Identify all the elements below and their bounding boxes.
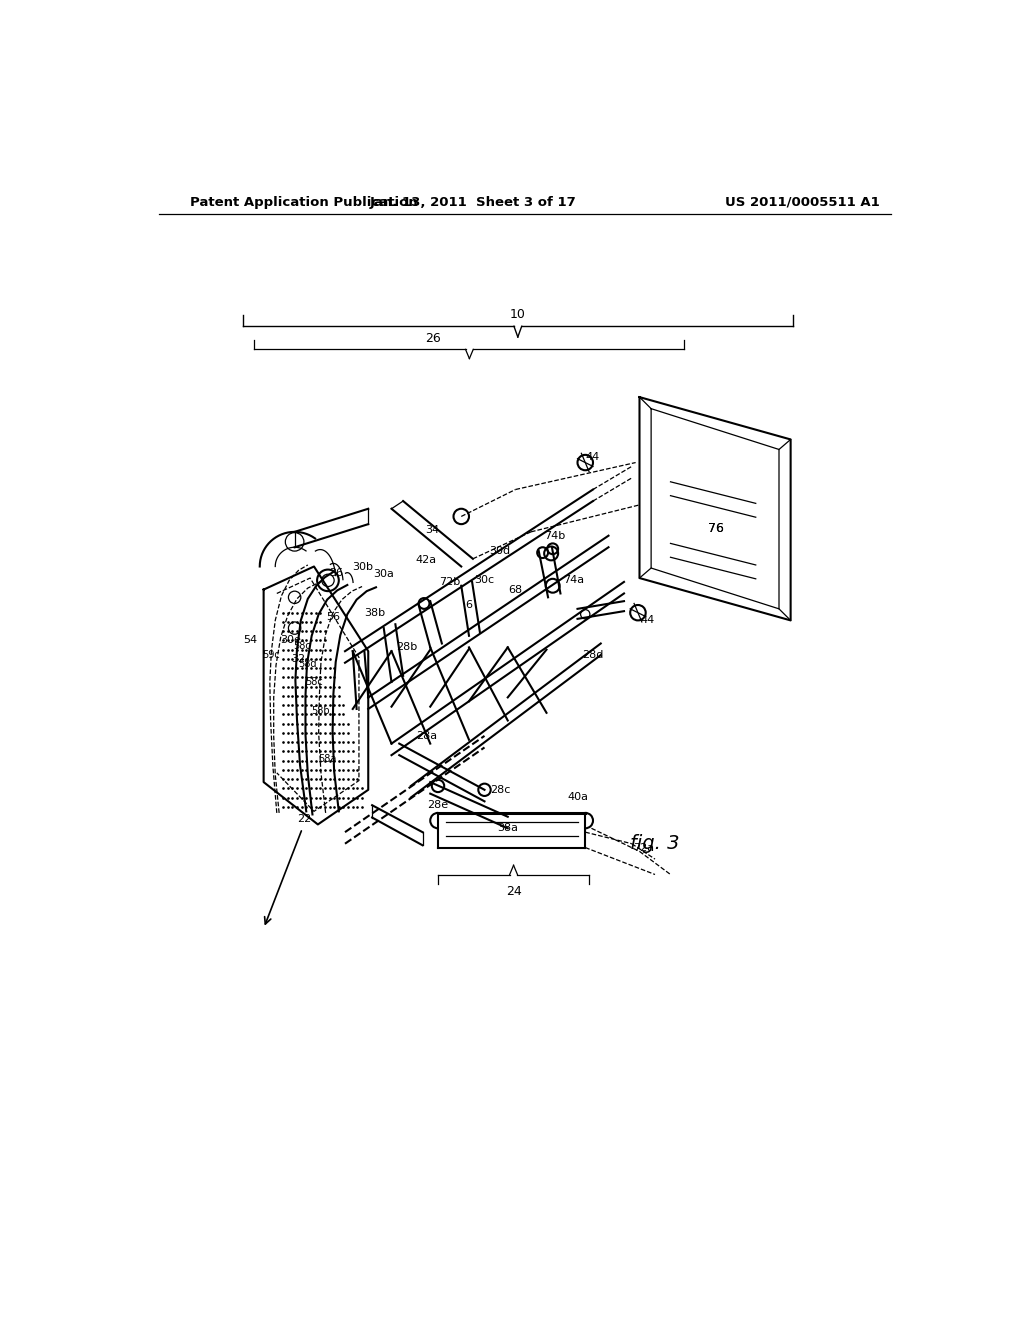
Text: 26: 26 xyxy=(425,333,440,345)
Text: 30a: 30a xyxy=(374,569,394,579)
Text: 30d: 30d xyxy=(489,546,511,556)
Text: 34: 34 xyxy=(425,524,439,535)
Text: 30e: 30e xyxy=(281,635,301,644)
Text: 28e: 28e xyxy=(427,800,449,810)
Text: fig. 3: fig. 3 xyxy=(630,834,680,853)
Text: 38a: 38a xyxy=(498,824,518,833)
Text: 76: 76 xyxy=(708,521,723,535)
Text: US 2011/0005511 A1: US 2011/0005511 A1 xyxy=(725,195,880,209)
Text: 30b: 30b xyxy=(352,561,374,572)
Text: 58a: 58a xyxy=(318,754,337,764)
Text: 32: 32 xyxy=(291,653,305,664)
Text: 30c: 30c xyxy=(474,576,495,585)
Text: 74b: 74b xyxy=(544,531,565,541)
Text: 58c: 58c xyxy=(305,677,323,686)
Text: 72b: 72b xyxy=(439,577,460,587)
Text: 74a: 74a xyxy=(563,576,584,585)
Text: 24: 24 xyxy=(506,884,521,898)
Text: 54: 54 xyxy=(244,635,257,644)
Text: 6: 6 xyxy=(466,601,472,610)
Text: 22: 22 xyxy=(298,814,312,824)
Text: 28c: 28c xyxy=(489,785,510,795)
Text: 56: 56 xyxy=(327,611,340,622)
Text: 40a: 40a xyxy=(567,792,588,803)
Text: 59c: 59c xyxy=(262,649,280,660)
Text: Patent Application Publication: Patent Application Publication xyxy=(190,195,418,209)
Text: 44: 44 xyxy=(640,615,654,626)
Text: 68: 68 xyxy=(509,585,522,594)
Text: 76: 76 xyxy=(708,521,723,535)
Text: 28a: 28a xyxy=(416,731,437,741)
Text: Jan. 13, 2011  Sheet 3 of 17: Jan. 13, 2011 Sheet 3 of 17 xyxy=(370,195,577,209)
Text: 72a: 72a xyxy=(633,842,654,853)
Text: 58b: 58b xyxy=(311,706,331,717)
Text: 38b: 38b xyxy=(364,607,385,618)
Text: 28b: 28b xyxy=(396,643,418,652)
Text: 10: 10 xyxy=(510,308,525,321)
Text: 42a: 42a xyxy=(416,556,437,565)
Text: 36: 36 xyxy=(329,568,343,578)
Text: 58d: 58d xyxy=(299,659,317,668)
Text: 58c: 58c xyxy=(293,640,311,651)
Text: 44: 44 xyxy=(586,453,600,462)
Text: 28d: 28d xyxy=(583,649,604,660)
